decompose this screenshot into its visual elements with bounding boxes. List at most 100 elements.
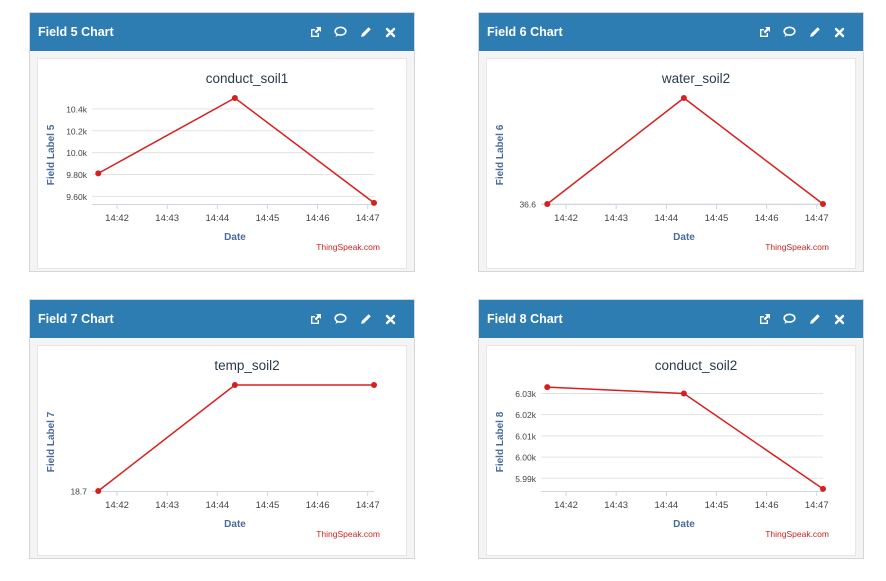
- comment-icon[interactable]: [782, 312, 797, 327]
- x-tick-label: 14:47: [805, 213, 829, 224]
- pencil-icon[interactable]: [358, 312, 373, 327]
- y-tick-label: 9.60k: [66, 192, 88, 202]
- x-axis-label: Date: [224, 519, 246, 530]
- x-tick-label: 14:42: [554, 500, 578, 511]
- x-tick-label: 14:45: [256, 500, 280, 511]
- widget-header: Field 6 Chart: [479, 13, 863, 51]
- x-tick-label: 14:43: [604, 213, 628, 224]
- close-icon[interactable]: [383, 25, 398, 40]
- widget-header: Field 8 Chart: [479, 300, 863, 338]
- chart-title: water_soil2: [661, 71, 730, 86]
- close-icon[interactable]: [832, 312, 847, 327]
- series-line: [97, 384, 374, 492]
- x-axis-label: Date: [673, 519, 695, 530]
- y-axis-label: Field Label 6: [495, 124, 506, 185]
- chart-title: temp_soil2: [214, 358, 279, 373]
- external-link-icon[interactable]: [757, 312, 772, 327]
- pencil-icon[interactable]: [358, 25, 373, 40]
- field-6-chart-widget: Field 6 Chart water_soil2 Field Label 6 36…: [478, 12, 864, 272]
- chart-area: water_soil2 Field Label 6 36.6 14:42 14:43 14…: [486, 58, 856, 269]
- data-point[interactable]: [231, 95, 238, 101]
- series-line: [547, 386, 824, 490]
- thingspeak-credit-link[interactable]: ThingSpeak.com: [765, 529, 829, 539]
- y-tick-label: 10.0k: [66, 148, 88, 158]
- line-chart: water_soil2 Field Label 6 36.6 14:42 14:43 14…: [495, 71, 829, 252]
- y-tick-label: 9.80k: [66, 170, 88, 180]
- chart-title: conduct_soil2: [655, 358, 738, 373]
- data-point[interactable]: [680, 95, 687, 101]
- data-point[interactable]: [231, 382, 238, 388]
- widget-toolbar: [757, 312, 847, 327]
- external-link-icon[interactable]: [757, 25, 772, 40]
- y-tick-label: 6.01k: [515, 431, 537, 441]
- x-tick-label: 14:45: [256, 213, 280, 224]
- widget-header: Field 5 Chart: [30, 13, 414, 51]
- widget-title: Field 7 Chart: [38, 312, 114, 326]
- x-tick-label: 14:47: [805, 500, 829, 511]
- close-icon[interactable]: [832, 25, 847, 40]
- x-tick-label: 14:44: [654, 500, 678, 511]
- data-point[interactable]: [820, 485, 826, 492]
- widget-toolbar: [757, 25, 847, 40]
- close-icon[interactable]: [383, 312, 398, 327]
- x-tick-label: 14:44: [654, 213, 678, 224]
- chart-area: temp_soil2 Field Label 7 18.7 14:42 14:43 14:…: [37, 345, 407, 556]
- y-tick-label: 10.4k: [66, 104, 88, 114]
- x-tick-label: 14:42: [554, 213, 578, 224]
- x-tick-label: 14:42: [105, 213, 129, 224]
- data-point[interactable]: [544, 201, 551, 207]
- x-tick-label: 14:42: [105, 500, 129, 511]
- data-point[interactable]: [680, 390, 687, 397]
- comment-icon[interactable]: [333, 25, 348, 40]
- y-tick-label: 6.02k: [515, 410, 537, 420]
- series-line: [97, 97, 375, 204]
- x-tick-label: 14:43: [155, 500, 179, 511]
- widget-header: Field 7 Chart: [30, 300, 414, 338]
- data-point[interactable]: [95, 488, 102, 494]
- field-8-chart-widget: Field 8 Chart conduct_soil2 Field Label 8…: [478, 299, 864, 559]
- y-tick-label: 36.6: [519, 200, 536, 210]
- data-point[interactable]: [371, 199, 377, 206]
- chart-area: conduct_soil1 Field Label 5 9.60k 9.80k 10.0…: [37, 58, 407, 269]
- chart-area: conduct_soil2 Field Label 8 5.99k 6.00k 6.01…: [486, 345, 856, 556]
- line-chart: conduct_soil1 Field Label 5 9.60k 9.80k 10.0…: [46, 71, 380, 252]
- pencil-icon[interactable]: [807, 312, 822, 327]
- thingspeak-credit-link[interactable]: ThingSpeak.com: [316, 242, 380, 252]
- chart-title: conduct_soil1: [206, 71, 289, 86]
- x-tick-label: 14:47: [356, 213, 380, 224]
- x-tick-label: 14:46: [755, 213, 779, 224]
- widget-title: Field 8 Chart: [487, 312, 563, 326]
- widget-toolbar: [308, 312, 398, 327]
- x-tick-label: 14:46: [306, 213, 330, 224]
- widget-title: Field 6 Chart: [487, 25, 563, 39]
- x-tick-label: 14:43: [604, 500, 628, 511]
- data-point[interactable]: [95, 170, 102, 177]
- thingspeak-credit-link[interactable]: ThingSpeak.com: [765, 242, 829, 252]
- x-tick-label: 14:45: [705, 500, 729, 511]
- line-chart: temp_soil2 Field Label 7 18.7 14:42 14:43 14:…: [46, 358, 380, 539]
- data-point[interactable]: [820, 201, 826, 207]
- data-point[interactable]: [371, 382, 377, 388]
- x-tick-label: 14:43: [155, 213, 179, 224]
- x-tick-label: 14:47: [356, 500, 380, 511]
- x-tick-label: 14:46: [755, 500, 779, 511]
- x-axis-label: Date: [673, 232, 695, 243]
- x-tick-label: 14:44: [205, 213, 229, 224]
- external-link-icon[interactable]: [308, 312, 323, 327]
- y-tick-label: 18.7: [70, 487, 87, 497]
- y-tick-label: 6.03k: [515, 389, 537, 399]
- x-tick-label: 14:46: [306, 500, 330, 511]
- comment-icon[interactable]: [333, 312, 348, 327]
- pencil-icon[interactable]: [807, 25, 822, 40]
- thingspeak-credit-link[interactable]: ThingSpeak.com: [316, 529, 380, 539]
- y-axis-label: Field Label 7: [46, 411, 57, 472]
- external-link-icon[interactable]: [308, 25, 323, 40]
- comment-icon[interactable]: [782, 25, 797, 40]
- field-5-chart-widget: Field 5 Chart conduct_soil1 Field Label 5…: [29, 12, 415, 272]
- widget-title: Field 5 Chart: [38, 25, 114, 39]
- x-tick-label: 14:45: [705, 213, 729, 224]
- x-axis-label: Date: [224, 232, 246, 243]
- data-point[interactable]: [544, 384, 551, 391]
- y-tick-label: 10.2k: [66, 126, 88, 136]
- series-line: [546, 97, 824, 205]
